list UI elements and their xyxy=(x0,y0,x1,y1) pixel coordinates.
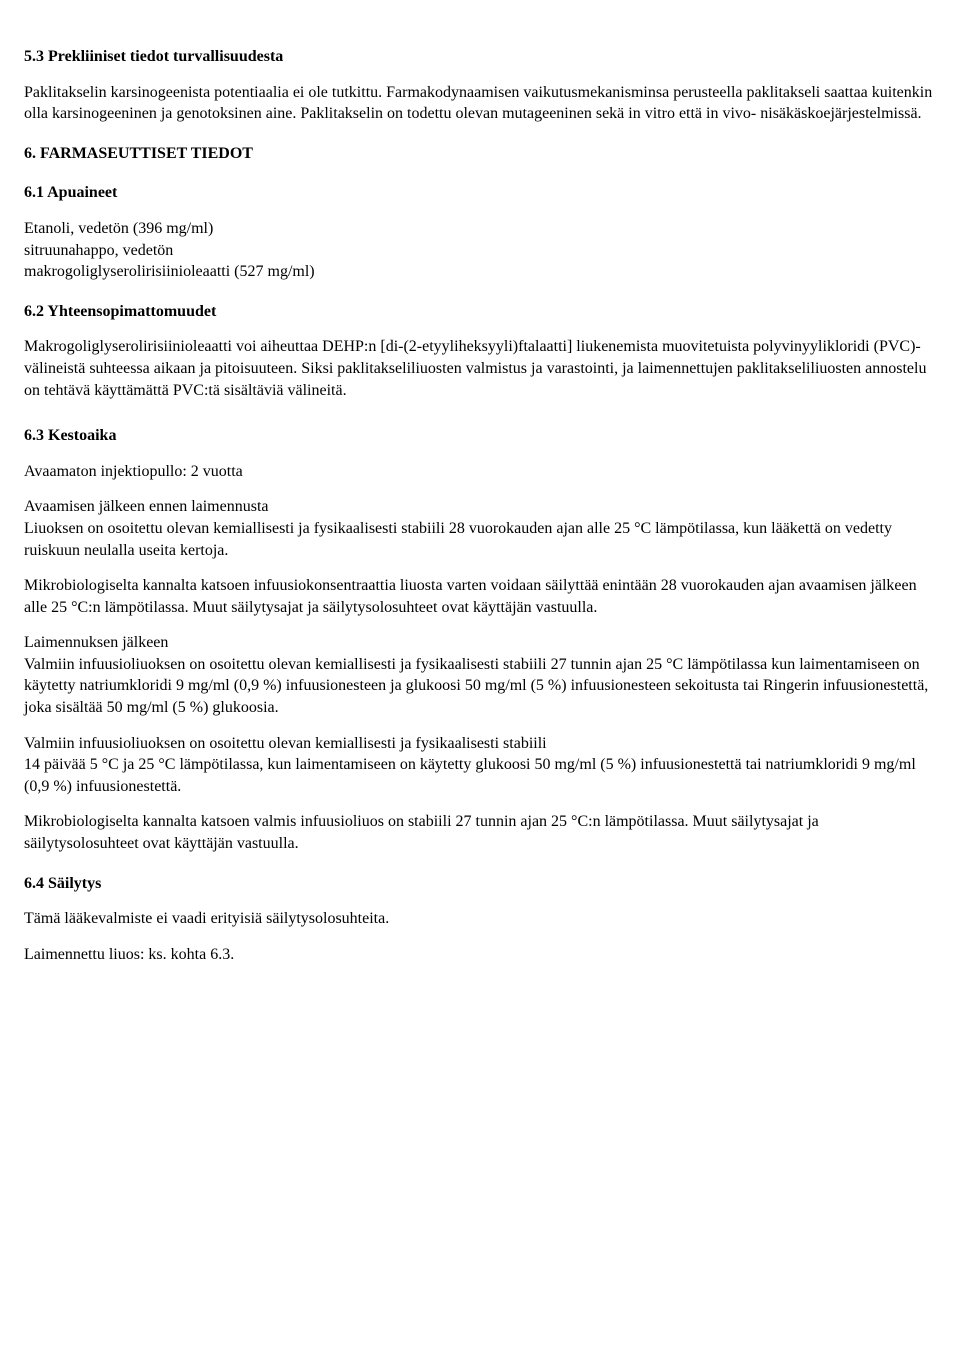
paragraph-6-3-3: Mikrobiologiselta kannalta katsoen infuu… xyxy=(24,575,936,618)
paragraph-6-3-6: Mikrobiologiselta kannalta katsoen valmi… xyxy=(24,811,936,854)
paragraph-6-3-5b: 14 päivää 5 °C ja 25 °C lämpötilassa, ku… xyxy=(24,756,916,795)
paragraph-6-3-2b: Liuoksen on osoitettu olevan kemiallises… xyxy=(24,520,892,559)
paragraph-6-4-1: Tämä lääkevalmiste ei vaadi erityisiä sä… xyxy=(24,908,936,930)
paragraph-6-2-1: Makrogoliglyserolirisiinioleaatti voi ai… xyxy=(24,336,936,401)
paragraph-6-3-4b: Valmiin infuusioliuoksen on osoitettu ol… xyxy=(24,656,928,716)
paragraph-6-3-5: Valmiin infuusioliuoksen on osoitettu ol… xyxy=(24,733,936,798)
heading-6-3: 6.3 Kestoaika xyxy=(24,425,936,447)
paragraph-5-3-1: Paklitakselin karsinogeenista potentiaal… xyxy=(24,82,936,125)
heading-6-2: 6.2 Yhteensopimattomuudet xyxy=(24,301,936,323)
paragraph-6-3-2a: Avaamisen jälkeen ennen laimennusta xyxy=(24,498,269,515)
excipient-line-1: Etanoli, vedetön (396 mg/ml) xyxy=(24,218,936,240)
paragraph-6-4-2: Laimennettu liuos: ks. kohta 6.3. xyxy=(24,944,936,966)
paragraph-6-3-4: Laimennuksen jälkeen Valmiin infuusioliu… xyxy=(24,632,936,718)
excipient-line-2: sitruunahappo, vedetön xyxy=(24,240,936,262)
heading-6: 6. FARMASEUTTISET TIEDOT xyxy=(24,143,936,165)
paragraph-6-3-1: Avaamaton injektiopullo: 2 vuotta xyxy=(24,461,936,483)
paragraph-6-3-5a: Valmiin infuusioliuoksen on osoitettu ol… xyxy=(24,735,547,752)
excipient-line-3: makrogoliglyserolirisiinioleaatti (527 m… xyxy=(24,261,936,283)
heading-6-4: 6.4 Säilytys xyxy=(24,873,936,895)
heading-6-1: 6.1 Apuaineet xyxy=(24,182,936,204)
paragraph-6-3-4a: Laimennuksen jälkeen xyxy=(24,634,168,651)
paragraph-6-3-2: Avaamisen jälkeen ennen laimennusta Liuo… xyxy=(24,496,936,561)
heading-5-3: 5.3 Prekliiniset tiedot turvallisuudesta xyxy=(24,46,936,68)
